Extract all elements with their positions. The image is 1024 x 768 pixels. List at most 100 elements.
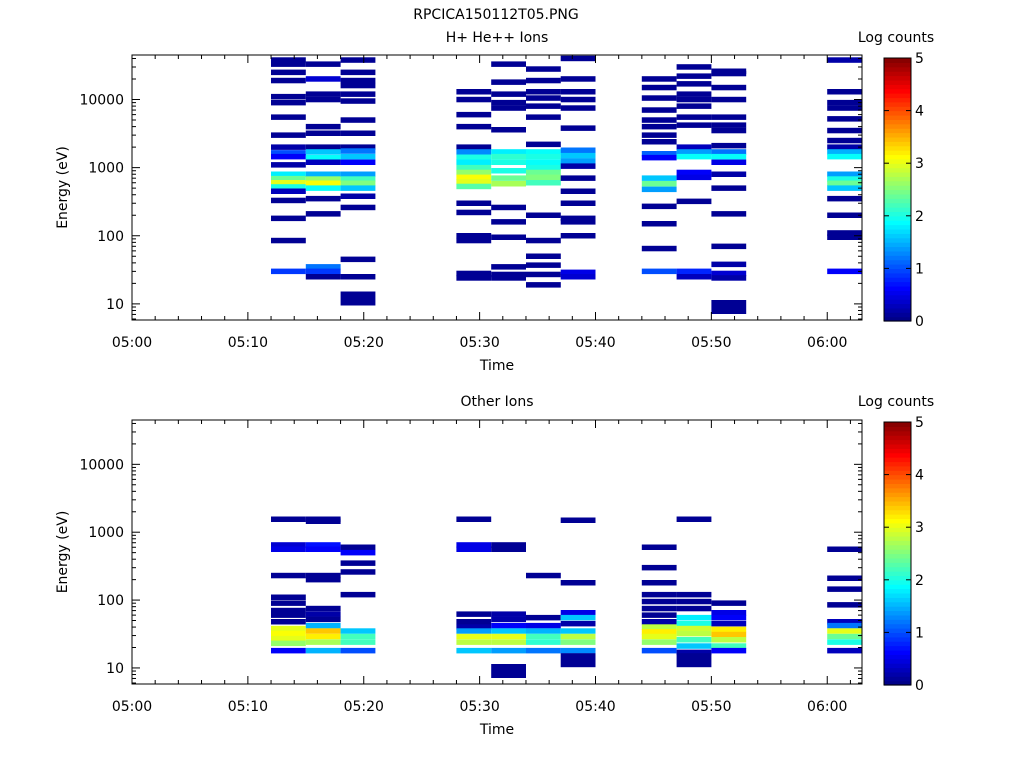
heatmap-cell <box>526 212 561 218</box>
colorbar: 0 1 2 3 4 5 Log counts <box>858 30 934 330</box>
x-tick-label: 06:00 <box>807 335 847 351</box>
heatmap-cell <box>491 204 526 211</box>
heatmap-cell <box>340 176 376 182</box>
heatmap-cell <box>491 264 526 270</box>
colorbar-segment <box>884 623 911 629</box>
heatmap-cell <box>526 647 561 654</box>
heatmap-cell <box>305 76 341 82</box>
heatmap-cell <box>271 132 306 138</box>
heatmap-cell <box>491 149 526 155</box>
heatmap-cell <box>526 153 561 160</box>
y-tick-label: 10 <box>106 661 124 677</box>
heatmap-cell <box>641 633 677 640</box>
heatmap-cell <box>271 619 306 625</box>
y-tick-label: 10000 <box>79 93 124 109</box>
colorbar-segment <box>884 540 911 546</box>
heatmap-cell <box>271 150 306 156</box>
colorbar-segment <box>884 478 911 484</box>
heatmap-cell <box>560 219 596 225</box>
colorbar-segment <box>884 527 911 533</box>
heatmap-cell <box>827 89 862 95</box>
colorbar-segment <box>884 606 911 612</box>
heatmap-cell <box>456 159 492 165</box>
heatmap-cell <box>641 221 677 227</box>
heatmap-cell <box>711 614 747 621</box>
colorbar-segment <box>884 435 911 441</box>
heatmap-cell <box>491 633 526 640</box>
x-tick-label: 05:40 <box>575 699 615 715</box>
plot-frame <box>131 54 863 321</box>
heatmap-cell <box>526 103 561 109</box>
heatmap-cell <box>641 245 677 252</box>
heatmap-cell <box>641 117 677 123</box>
colorbar-segment <box>884 211 911 217</box>
colorbar-segment <box>884 531 911 537</box>
heatmap-cell <box>676 643 712 649</box>
heatmap-cell <box>526 77 561 84</box>
heatmap-cell <box>305 611 341 617</box>
heatmap-cell <box>560 200 596 206</box>
heatmap-cell <box>456 111 492 118</box>
heatmap-cell <box>827 575 862 581</box>
heatmap-cell <box>491 234 526 240</box>
colorbar-segment <box>884 299 911 305</box>
heatmap-cell <box>491 622 526 629</box>
heatmap-cell <box>271 268 306 275</box>
heatmap-cell <box>827 137 862 144</box>
colorbar-segment <box>884 106 911 112</box>
colorbar-segment <box>884 430 911 436</box>
colorbar-segment <box>884 588 911 594</box>
panel-other-ions: 05:00 05:10 05:20 05:30 05:40 05:50 06:0010100… <box>55 394 934 738</box>
heatmap-cell <box>456 237 492 244</box>
heatmap-cell <box>641 564 677 571</box>
heatmap-cell <box>676 653 712 668</box>
heatmap-cell <box>711 70 747 77</box>
heatmap-cell <box>560 89 596 95</box>
colorbar-segment <box>884 132 911 138</box>
heatmap-cell <box>305 518 341 524</box>
x-axis-label: Time <box>479 358 514 374</box>
heatmap-cell <box>271 197 306 204</box>
heatmap-cell <box>711 620 747 627</box>
colorbar-segment <box>884 136 911 142</box>
heatmap-cell <box>340 130 376 136</box>
heatmap-cell <box>456 611 492 617</box>
colorbar-segment <box>884 176 911 182</box>
heatmap-cell <box>676 64 712 70</box>
heatmap-cell <box>340 153 376 160</box>
heatmap-cell <box>827 268 862 275</box>
colorbar-segment <box>884 84 911 90</box>
heatmap-cell <box>560 188 596 194</box>
heatmap-cell <box>271 184 306 190</box>
heatmap-cell <box>711 626 747 633</box>
heatmap-cell <box>526 253 561 259</box>
heatmap-cell <box>305 130 341 136</box>
heatmap-cell <box>526 639 561 645</box>
heatmap-cell <box>271 215 306 222</box>
colorbar-segment <box>884 303 911 309</box>
heatmap-cell <box>676 198 712 205</box>
heatmap-cell <box>827 171 862 177</box>
heatmap-cell <box>641 132 677 138</box>
colorbar-segment <box>884 571 911 577</box>
heatmap-cell <box>827 105 862 111</box>
colorbar-segment <box>884 58 911 63</box>
heatmap-cell <box>456 633 492 640</box>
heatmap-cell <box>827 619 862 625</box>
heatmap-cell <box>305 91 341 97</box>
heatmap-cell <box>560 76 596 82</box>
heatmap-cell <box>711 159 747 165</box>
heatmap-cell <box>676 114 712 120</box>
colorbar-segment <box>884 654 911 660</box>
colorbar-segment <box>884 597 911 603</box>
heatmap-cell <box>560 274 596 280</box>
heatmap-cell <box>305 633 341 640</box>
colorbar-segment <box>884 663 911 669</box>
heatmap-cell <box>560 628 596 634</box>
colorbar-segment <box>884 114 911 120</box>
colorbar-segment <box>884 119 911 125</box>
heatmap-cell <box>711 122 747 128</box>
colorbar-segment <box>884 636 911 642</box>
heatmap-cell <box>491 664 526 678</box>
heatmap-cell <box>641 544 677 550</box>
